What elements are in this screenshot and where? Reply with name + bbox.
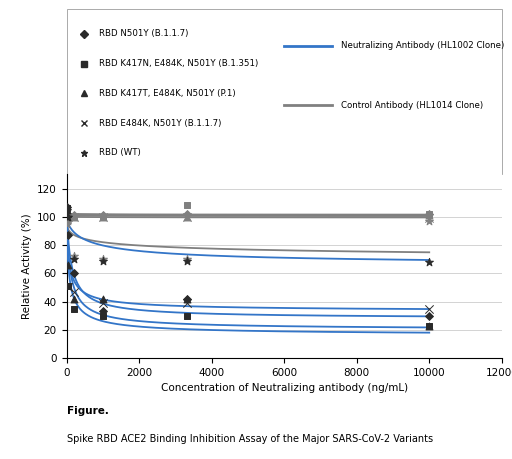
Point — [183, 257, 191, 264]
Point — [62, 209, 71, 216]
Point — [70, 269, 78, 277]
Point — [65, 261, 73, 269]
Text: Spike RBD ACE2 Binding Inhibition Assay of the Major SARS-CoV-2 Variants: Spike RBD ACE2 Binding Inhibition Assay … — [67, 434, 433, 444]
X-axis label: Concentration of Neutralizing antibody (ng/mL): Concentration of Neutralizing antibody (… — [161, 383, 408, 393]
Point — [70, 305, 78, 312]
Point — [99, 257, 107, 264]
Point — [70, 212, 78, 219]
Point — [62, 203, 71, 211]
Point — [183, 299, 191, 307]
Point — [425, 258, 433, 266]
Point — [99, 213, 107, 220]
Point — [183, 256, 191, 263]
Point — [62, 210, 71, 218]
Text: RBD N501Y (B.1.1.7): RBD N501Y (B.1.1.7) — [99, 29, 188, 39]
Point — [183, 210, 191, 218]
Text: RBD E484K, N501Y (B.1.1.7): RBD E484K, N501Y (B.1.1.7) — [99, 119, 222, 128]
Point — [65, 284, 73, 291]
Point — [70, 252, 78, 260]
Point — [425, 312, 433, 319]
Text: RBD (WT): RBD (WT) — [99, 148, 141, 157]
Point — [65, 213, 73, 220]
Point — [99, 212, 107, 219]
Point — [183, 295, 191, 302]
Point — [183, 295, 191, 302]
Point — [65, 231, 73, 239]
Point — [62, 213, 71, 220]
Point — [183, 312, 191, 319]
Point — [62, 212, 71, 219]
Point — [70, 256, 78, 263]
Point — [99, 256, 107, 263]
Point — [99, 308, 107, 315]
Point — [70, 213, 78, 220]
Point — [65, 212, 73, 219]
Point — [65, 213, 73, 220]
Point — [99, 213, 107, 220]
Point — [425, 212, 433, 219]
Point — [99, 295, 107, 302]
Point — [62, 205, 71, 212]
Point — [425, 322, 433, 329]
Point — [425, 218, 433, 225]
Point — [70, 288, 78, 295]
Point — [425, 210, 433, 218]
Point — [65, 282, 73, 290]
Point — [70, 213, 78, 220]
Point — [183, 213, 191, 220]
Y-axis label: Relative Activity (%): Relative Activity (%) — [22, 213, 32, 319]
Point — [99, 213, 107, 220]
Text: Neutralizing Antibody (HL1002 Clone): Neutralizing Antibody (HL1002 Clone) — [341, 41, 504, 50]
Text: RBD K417T, E484K, N501Y (P.1): RBD K417T, E484K, N501Y (P.1) — [99, 89, 236, 98]
Point — [62, 206, 71, 213]
Point — [70, 295, 78, 302]
Text: Control Antibody (HL1014 Clone): Control Antibody (HL1014 Clone) — [341, 101, 483, 110]
Point — [425, 210, 433, 218]
Point — [62, 213, 71, 220]
Point — [65, 213, 73, 220]
Text: RBD K417N, E484K, N501Y (B.1.351): RBD K417N, E484K, N501Y (B.1.351) — [99, 59, 259, 68]
Point — [62, 220, 71, 228]
Point — [183, 202, 191, 209]
Point — [183, 213, 191, 220]
Point — [65, 218, 73, 225]
Text: Figure.: Figure. — [67, 406, 109, 416]
Point — [99, 312, 107, 319]
Point — [62, 214, 71, 222]
Point — [70, 213, 78, 220]
FancyBboxPatch shape — [67, 9, 502, 174]
Point — [65, 213, 73, 220]
Point — [425, 305, 433, 312]
Point — [99, 299, 107, 307]
Point — [425, 322, 433, 329]
Point — [425, 214, 433, 222]
